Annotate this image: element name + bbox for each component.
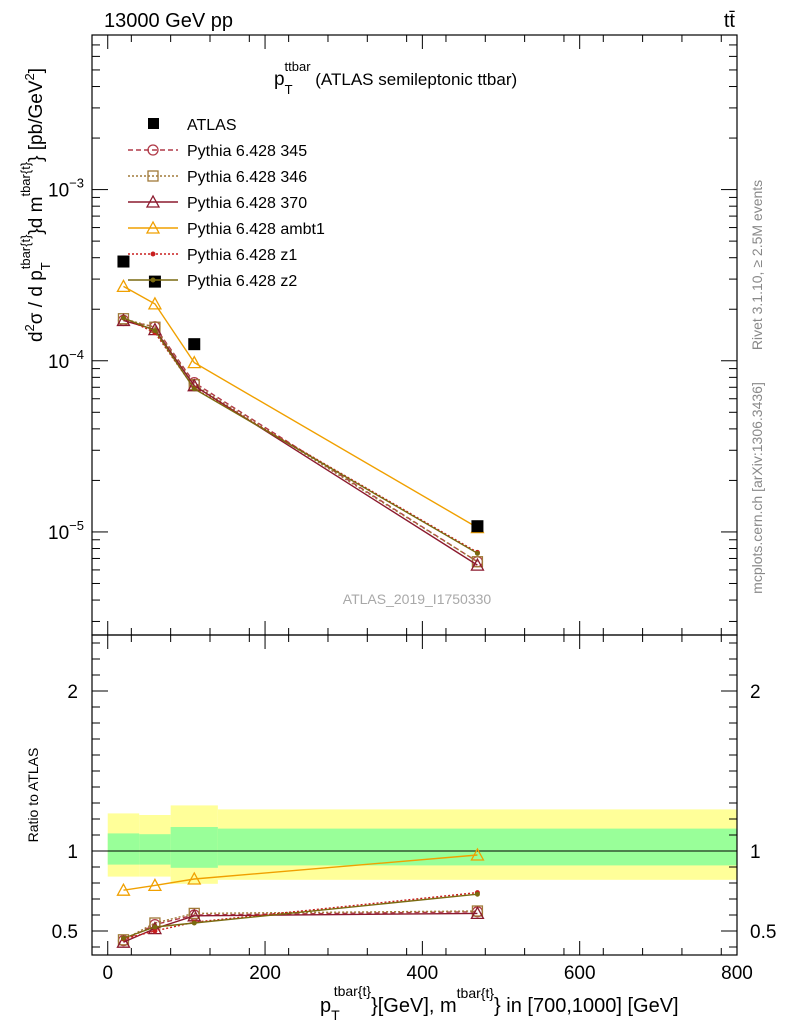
x-axis-label: pTtbar{t}}[GeV], mtbar{t}} in [700,1000]…	[320, 983, 679, 1023]
ratio-series-line	[123, 891, 478, 940]
legend-marker	[147, 144, 159, 156]
ratio-series-line	[123, 910, 478, 941]
series-pythia-6-428-z2	[120, 315, 480, 556]
ratio-data-point	[120, 935, 126, 941]
x-tick-label: 0	[102, 963, 113, 984]
ratio-band-inner	[107, 833, 140, 865]
series-line	[123, 319, 478, 563]
data-point	[116, 279, 131, 293]
series-pythia-6-428-346	[117, 313, 484, 568]
ratio-data-point	[470, 906, 485, 920]
header-right: tt̄	[724, 10, 736, 32]
ratio-data-point	[116, 934, 131, 948]
ratio-band-inner	[217, 828, 738, 866]
ratio-data-point	[470, 847, 485, 861]
ratio-band-inner	[170, 827, 218, 868]
ratio-series-line	[123, 854, 478, 891]
x-tick-label: 600	[564, 963, 596, 984]
ratio-y-tick-label: 2	[67, 682, 78, 703]
ratio-data-point	[471, 905, 484, 917]
series-pythia-6-428-370	[116, 313, 485, 571]
axis-ticks: 0 200 400 600 800 10−5 10−4 10−3 0.5 0.5 1 1 2 2	[48, 34, 776, 984]
ratio-data-point	[152, 924, 158, 930]
legend-marker	[145, 194, 161, 208]
ratio-y-axis-label: Ratio to ATLAS	[25, 748, 41, 843]
data-point	[120, 315, 126, 321]
legend-label: Pythia 6.428 370	[187, 195, 307, 212]
legend-marker	[150, 251, 156, 257]
series-line	[123, 285, 478, 529]
rivet-label: Rivet 3.1.10, ≥ 2.5M events	[749, 180, 765, 350]
data-point	[191, 386, 197, 392]
y-tick-label: 10−4	[48, 347, 84, 373]
atlas-data-point	[117, 255, 130, 268]
ratio-data-point	[474, 891, 480, 897]
series-atlas-data	[117, 255, 484, 533]
ratio-series-line	[123, 893, 478, 939]
legend-marker	[145, 220, 161, 234]
header-left: 13000 GeV pp	[104, 10, 233, 32]
data-point	[187, 355, 202, 369]
data-point	[147, 296, 163, 310]
ratio-uncertainty-bands	[92, 805, 738, 884]
legend-label: Pythia 6.428 345	[187, 143, 307, 160]
series-line	[123, 317, 478, 554]
legend: ATLAS Pythia 6.428 345 Pythia 6.428 346 Pyt…	[128, 117, 325, 290]
analysis-watermark: ATLAS_2019_I1750330	[343, 591, 492, 607]
series-line	[123, 317, 478, 553]
ratio-data-point	[147, 878, 163, 892]
ratio-series-pythia-6-428-346	[117, 905, 484, 946]
ratio-data-point	[187, 871, 202, 885]
y-axis-label: d2σ / d pTtbar{t}}d mtbar{t}} [pb/GeV2]	[18, 68, 53, 342]
legend-marker	[147, 170, 159, 182]
data-point	[470, 557, 485, 571]
ratio-data-point	[152, 928, 158, 934]
ratio-band-inner	[139, 834, 171, 865]
y-tick-label: 10−3	[48, 176, 84, 202]
series-pythia-6-428-ambt1	[116, 279, 485, 534]
atlas-data-point	[471, 520, 484, 533]
ratio-series-pythia-6-428-z1	[120, 890, 480, 942]
atlas-data-point	[188, 338, 201, 351]
ratio-data-point	[188, 907, 200, 920]
mcplots-label: mcplots.cern.ch [arXiv:1306.3436]	[749, 382, 765, 594]
x-tick-label: 400	[407, 963, 439, 984]
ratio-y-tick-label: 0.5	[52, 922, 78, 943]
ratio-y-tick-label: 1	[67, 842, 78, 863]
ratio-data-point	[191, 920, 197, 926]
ratio-series-pythia-6-428-z2	[120, 891, 480, 941]
data-point	[474, 550, 480, 556]
legend-label: Pythia 6.428 z2	[187, 273, 297, 290]
y-tick-label: 10−5	[48, 518, 84, 544]
legend-label: Pythia 6.428 346	[187, 169, 307, 186]
ratio-y-tick-label-right: 2	[750, 682, 761, 703]
plot-title: pTttbar (ATLAS semileptonic ttbar)	[274, 59, 517, 97]
ratio-series-line	[123, 911, 478, 942]
x-tick-label: 200	[249, 963, 281, 984]
legend-marker-atlas	[148, 118, 159, 129]
data-point	[152, 328, 158, 334]
series-layer	[116, 255, 485, 948]
ratio-series-pythia-6-428-ambt1	[116, 847, 485, 896]
x-tick-label: 800	[721, 963, 753, 984]
ratio-frame	[91, 634, 738, 956]
atlas-data-point	[148, 275, 161, 288]
data-point	[116, 313, 131, 327]
legend-label: Pythia 6.428 ambt1	[187, 221, 325, 238]
series-pythia-6-428-z1	[120, 315, 480, 555]
ratio-y-tick-label-right: 1	[750, 842, 761, 863]
ratio-data-point	[116, 882, 131, 896]
ratio-y-tick-label-right: 0.5	[750, 922, 776, 943]
legend-label: Pythia 6.428 z1	[187, 247, 297, 264]
legend-label-atlas: ATLAS	[187, 117, 237, 134]
series-line	[123, 318, 478, 563]
legend-marker	[150, 277, 156, 283]
ratio-series-pythia-6-428-370	[116, 906, 485, 948]
